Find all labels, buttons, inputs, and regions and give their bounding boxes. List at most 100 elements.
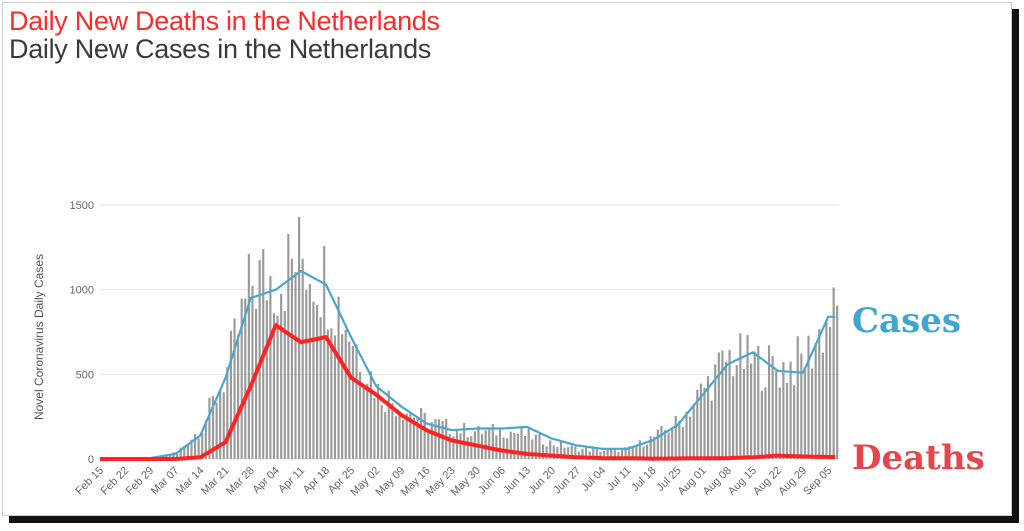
bar: [491, 423, 494, 459]
bar: [545, 446, 548, 459]
bar: [323, 245, 326, 459]
x-tick-label: Sep 05: [801, 465, 834, 498]
bar: [265, 300, 268, 459]
bar: [208, 397, 211, 459]
bar: [577, 451, 580, 459]
x-tick-label: Jul 18: [629, 465, 658, 494]
bar: [538, 433, 541, 459]
bar: [685, 411, 688, 459]
bar: [366, 383, 369, 459]
bar: [237, 334, 240, 459]
bar: [373, 398, 376, 459]
bar: [333, 335, 337, 459]
bar: [828, 327, 832, 459]
x-tick-label: Apr 18: [301, 465, 332, 496]
bar: [269, 276, 272, 459]
x-tick-label: Jun 20: [526, 465, 558, 497]
bar: [272, 313, 276, 459]
bar: [434, 418, 437, 459]
bar: [315, 305, 319, 459]
bar: [251, 285, 254, 459]
bar: [294, 272, 297, 459]
bar: [179, 447, 182, 459]
bar: [176, 452, 179, 459]
bar: [419, 408, 423, 459]
bar: [186, 444, 189, 459]
x-tick-label: Jun 27: [551, 465, 583, 497]
bar: [391, 403, 394, 459]
bar: [319, 317, 322, 459]
bar: [836, 305, 839, 459]
bar: [201, 432, 204, 459]
bar: [742, 368, 746, 459]
bar: [527, 428, 530, 459]
chart-frame: 0 500 1000 1500 Feb 15 Feb 22 Feb 29 Mar 07 Mar…: [2, 2, 1012, 516]
bar: [348, 341, 351, 459]
bar: [706, 376, 710, 459]
bar: [437, 419, 441, 459]
bar: [796, 336, 799, 459]
bar: [222, 392, 225, 459]
bar: [592, 448, 595, 459]
bar: [793, 385, 796, 459]
series-lines: [100, 269, 836, 461]
bar: [782, 362, 785, 459]
bar: [728, 349, 731, 459]
bar: [656, 429, 659, 459]
bar: [803, 369, 806, 459]
bar: [663, 430, 667, 459]
bar: [495, 435, 498, 459]
deaths-title: Daily New Deaths in the Netherlands: [9, 6, 440, 36]
bar: [735, 365, 738, 459]
bar: [785, 382, 789, 459]
bar: [807, 335, 810, 459]
bar: [631, 446, 634, 459]
bar: [423, 412, 426, 459]
bar: [556, 446, 559, 459]
bar: [821, 352, 824, 459]
bar: [699, 383, 702, 459]
bar: [351, 346, 354, 459]
bar: [204, 420, 207, 459]
bar: [330, 328, 333, 459]
bar: [233, 318, 236, 459]
bar: [287, 233, 290, 459]
bar: [689, 416, 692, 459]
y-tick-label: 1500: [70, 200, 94, 212]
bar: [563, 447, 566, 459]
bar: [448, 433, 451, 459]
bar: [832, 287, 835, 459]
bar: [714, 364, 717, 459]
cases-line: [100, 269, 836, 461]
bar: [477, 425, 480, 459]
bar: [645, 444, 649, 459]
bar: [312, 301, 315, 459]
bar: [308, 283, 311, 459]
bar: [355, 344, 358, 459]
bar: [610, 448, 613, 459]
bar: [402, 419, 405, 459]
bar: [190, 439, 193, 459]
bar: [219, 390, 222, 459]
bar: [811, 368, 814, 459]
bar: [599, 451, 602, 459]
bar: [427, 429, 430, 459]
bar: [681, 426, 685, 459]
x-tick-label: Jul 11: [605, 465, 634, 494]
bar: [384, 412, 387, 459]
bar: [818, 329, 821, 459]
bar: [398, 412, 401, 459]
bar: [778, 387, 781, 459]
bar: [602, 450, 606, 459]
bar: [488, 427, 491, 459]
deaths-line: [100, 323, 836, 461]
bar: [724, 361, 728, 459]
bar: [455, 429, 459, 459]
cases-bars: [129, 216, 839, 459]
bar: [305, 290, 308, 459]
bar: [789, 361, 792, 459]
bar: [814, 343, 817, 459]
bar: [635, 445, 638, 459]
bar: [430, 422, 433, 459]
